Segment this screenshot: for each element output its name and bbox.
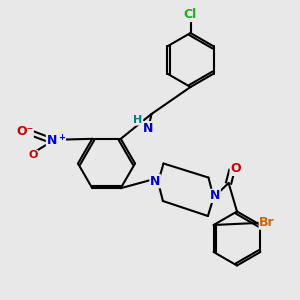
Text: N: N — [150, 175, 160, 188]
Text: H: H — [134, 115, 142, 125]
Text: Br: Br — [259, 216, 275, 229]
Text: Cl: Cl — [184, 8, 197, 22]
Text: N: N — [210, 189, 220, 203]
Text: +: + — [58, 134, 66, 142]
Text: O: O — [230, 162, 241, 176]
Text: N: N — [46, 134, 57, 148]
Text: O⁻: O⁻ — [16, 125, 33, 138]
Text: O: O — [28, 150, 38, 161]
Text: N: N — [143, 122, 153, 135]
